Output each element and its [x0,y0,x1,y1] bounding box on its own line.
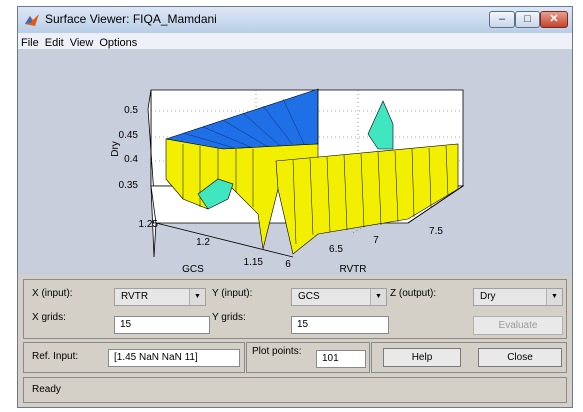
z-axis-label: Dry [110,141,121,157]
y-input-label: Y (input): [212,288,253,299]
y-input-select[interactable]: GCS ▼ [291,288,387,306]
x-tick-label: 7.5 [429,226,443,237]
y-tick-label: 1.25 [139,219,159,230]
x-axis-label: RVTR [339,264,366,275]
menu-view[interactable]: View [69,37,94,49]
menu-file[interactable]: File [21,37,39,49]
x-grids-label: X grids: [32,312,66,323]
minimize-icon: – [498,13,506,25]
title-bar[interactable]: Surface Viewer: FIQA_Mamdani – □ ✕ [18,7,572,33]
menu-edit[interactable]: Edit [44,37,64,49]
y-tick-label: 1.15 [244,257,264,268]
z-output-label: Z (output): [390,288,437,299]
y-grids-label: Y grids: [212,312,246,323]
z-output-select[interactable]: Dry ▼ [473,288,563,306]
z-tick-label: 0.4 [124,154,138,165]
x-grids-input[interactable]: 15 [114,316,210,334]
matlab-logo-icon [25,14,39,26]
y-tick-label: 1.2 [196,237,210,248]
ref-input-group [23,342,245,373]
close-button[interactable]: Close [478,348,562,367]
x-tick-label: 6 [285,259,291,270]
x-tick-label: 7 [373,235,379,246]
menu-options[interactable]: Options [99,37,138,49]
maximize-button[interactable]: □ [515,11,540,28]
buttons-group [371,342,567,373]
plot-points-input[interactable]: 101 [316,350,366,368]
surface-plot[interactable]: 0.5 0.45 0.4 0.35 Dry 1.25 1.2 1.15 GCS … [18,49,572,276]
evaluate-button[interactable]: Evaluate [473,316,563,335]
surface-plot-area[interactable]: 0.5 0.45 0.4 0.35 Dry 1.25 1.2 1.15 GCS … [18,49,572,276]
help-button[interactable]: Help [383,348,461,367]
close-window-button[interactable]: ✕ [540,11,568,28]
x-input-label: X (input): [32,288,73,299]
window-title: Surface Viewer: FIQA_Mamdani [45,12,217,26]
dropdown-arrow-icon: ▼ [189,289,205,305]
plot-points-group [246,342,370,373]
menu-bar: File Edit View Options [18,33,572,49]
z-tick-label: 0.5 [124,105,138,116]
surface-viewer-window: Surface Viewer: FIQA_Mamdani – □ ✕ File E… [17,6,573,408]
surface-cyan-left [197,178,234,210]
x-tick-label: 6.5 [329,244,343,255]
dropdown-arrow-icon: ▼ [546,289,562,305]
status-bar [23,377,567,403]
surface-cyan-right [367,100,394,150]
y-axis-label: GCS [182,264,204,275]
axis-selection-group [23,279,567,339]
maximize-icon: □ [524,13,531,25]
close-icon: ✕ [549,13,559,25]
x-input-select[interactable]: RVTR ▼ [114,288,206,306]
ref-input-label: Ref. Input: [32,351,79,362]
status-text: Ready [32,384,61,395]
ref-input-field[interactable]: [1.45 NaN NaN 11] [108,349,240,367]
dropdown-arrow-icon: ▼ [370,289,386,305]
minimize-button[interactable]: – [489,11,515,28]
plot-points-label: Plot points: [252,346,302,357]
y-grids-input[interactable]: 15 [291,316,389,334]
control-panel: X (input): RVTR ▼ Y (input): GCS ▼ Z (outp… [18,276,572,407]
z-tick-label: 0.45 [119,130,139,141]
left-wall [147,89,157,258]
z-tick-label: 0.35 [119,180,139,191]
